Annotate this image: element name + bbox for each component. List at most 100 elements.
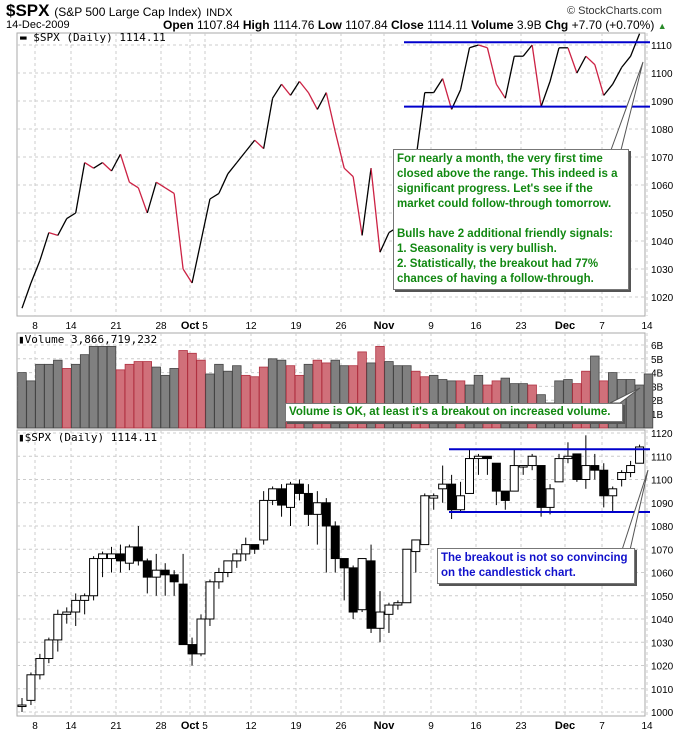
svg-text:Oct: Oct [181,320,200,332]
svg-text:4B: 4B [651,369,664,380]
svg-text:16: 16 [470,721,482,732]
copyright: © StockCharts.com [567,5,662,17]
annotation-line: The breakout is not so convincing [441,552,628,564]
chg-label: Chg [544,18,569,32]
svg-text:Oct: Oct [181,720,200,732]
line-legend: ▬ $SPX (Daily) 1114.11 [20,31,166,44]
svg-text:26: 26 [335,321,347,332]
svg-text:5: 5 [202,721,208,732]
svg-text:1090: 1090 [651,97,674,108]
svg-text:26: 26 [335,721,347,732]
svg-text:1050: 1050 [651,209,674,220]
symbol: $SPX [6,1,50,20]
svg-text:1090: 1090 [651,499,674,510]
high-label: High [242,18,270,32]
svg-text:28: 28 [155,721,167,732]
svg-text:Dec: Dec [555,320,575,332]
annotation-line: closed above the range. This indeed is a [397,168,618,180]
svg-text:1060: 1060 [651,181,674,192]
svg-text:1020: 1020 [651,293,674,304]
svg-text:1060: 1060 [651,569,674,580]
svg-text:1080: 1080 [651,522,674,533]
chart-title: $SPX (S&P 500 Large Cap Index) INDX [6,1,232,21]
svg-text:9: 9 [428,721,434,732]
svg-text:1B: 1B [651,410,664,421]
svg-text:7: 7 [599,321,605,332]
svg-text:19: 19 [290,321,302,332]
low-label: Low [317,18,342,32]
svg-text:1110: 1110 [651,452,672,463]
svg-text:1030: 1030 [651,638,674,649]
svg-text:14: 14 [65,721,77,732]
open-value: 1107.84 [197,18,240,32]
svg-text:1100: 1100 [651,476,673,487]
chg-value: +7.70 (+0.70%) [571,18,655,32]
svg-text:2B: 2B [651,396,664,407]
up-arrow-icon: ▲ [657,21,667,31]
annotation-line: 1. Seasonality is very bullish. [397,243,557,255]
annotation-line: chances of having a follow-through. [397,273,594,285]
annotation-line: on the candlestick chart. [441,567,576,579]
volume-legend: ▮Volume 3,866,719,232 [18,333,157,346]
quote-bar: Open 1107.84 High 1114.76 Low 1107.84 Cl… [163,18,667,32]
candle-legend-text: $SPX (Daily) 1114.11 [24,431,158,444]
svg-text:28: 28 [155,321,167,332]
annotation-line: significant progress. Let's see if the [397,183,593,195]
close-label: Close [391,18,424,32]
svg-text:Nov: Nov [374,320,396,332]
svg-text:1100: 1100 [651,69,673,80]
annotation-line [397,212,625,227]
svg-text:5B: 5B [651,355,664,366]
close-value: 1114.11 [427,18,468,32]
index-name: (S&P 500 Large Cap Index) [54,5,202,19]
low-value: 1107.84 [345,18,388,32]
bar-chart-icon: ▮ [18,333,25,346]
annotation-line: 2. Statistically, the breakout had 77% [397,258,599,270]
svg-text:1070: 1070 [651,545,674,556]
svg-text:1040: 1040 [651,237,674,248]
svg-text:8: 8 [32,721,38,732]
svg-text:14: 14 [641,721,653,732]
svg-text:1020: 1020 [651,662,674,673]
svg-text:1010: 1010 [651,685,674,696]
svg-text:23: 23 [515,321,527,332]
candlestick-icon: ▮ [18,431,25,444]
high-value: 1114.76 [272,18,315,32]
annotation-line: market could follow-through tomorrow. [397,198,612,210]
open-label: Open [163,18,194,32]
svg-text:1110: 1110 [651,41,672,52]
svg-text:1120: 1120 [651,429,673,440]
candle-annotation: The breakout is not so convincing on the … [437,548,635,584]
top-annotation: For nearly a month, the very first time c… [393,149,629,290]
volume-annotation: Volume is OK, at least it's a breakout o… [285,403,623,422]
svg-text:12: 12 [245,721,257,732]
svg-text:1070: 1070 [651,153,674,164]
svg-text:23: 23 [515,721,527,732]
svg-text:9: 9 [428,321,434,332]
line-swatch-icon: ▬ [20,31,27,44]
svg-text:1030: 1030 [651,265,674,276]
svg-text:1080: 1080 [651,125,674,136]
annotation-line: Bulls have 2 additional friendly signals… [397,228,613,240]
svg-text:7: 7 [599,721,605,732]
candle-legend: ▮$SPX (Daily) 1114.11 [18,431,157,444]
svg-text:21: 21 [110,721,122,732]
svg-text:19: 19 [290,721,302,732]
svg-text:6B: 6B [651,341,664,352]
svg-text:8: 8 [32,321,38,332]
chart-date: 14-Dec-2009 [6,19,70,31]
svg-text:12: 12 [245,321,257,332]
annotation-line: For nearly a month, the very first time [397,153,603,165]
volume-legend-text: Volume 3,866,719,232 [24,333,158,346]
svg-text:1050: 1050 [651,592,674,603]
svg-text:1040: 1040 [651,615,674,626]
svg-text:16: 16 [470,321,482,332]
svg-text:Dec: Dec [555,720,575,732]
svg-text:3B: 3B [651,382,664,393]
line-legend-text: $SPX (Daily) 1114.11 [33,31,166,44]
svg-text:14: 14 [641,321,653,332]
volume-value: 3.9B [516,18,542,32]
svg-text:Nov: Nov [374,720,396,732]
svg-text:1000: 1000 [651,708,674,719]
